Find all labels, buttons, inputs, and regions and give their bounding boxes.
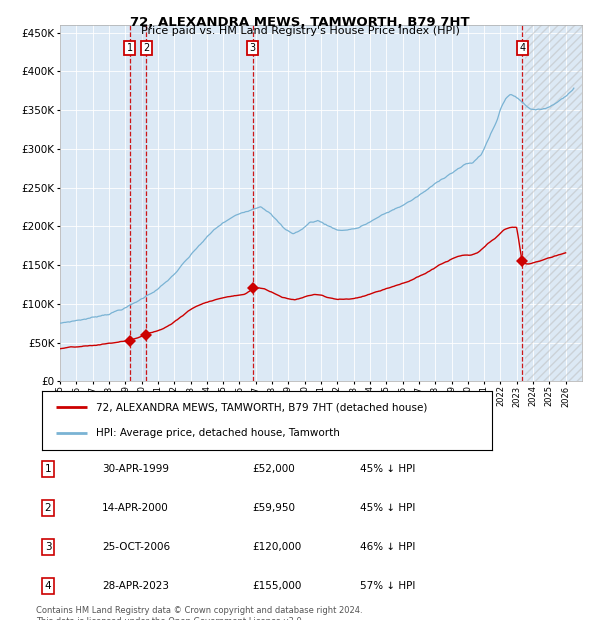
Text: 57% ↓ HPI: 57% ↓ HPI [360,581,415,591]
Text: £155,000: £155,000 [252,581,301,591]
Text: 3: 3 [250,43,256,53]
Text: 14-APR-2000: 14-APR-2000 [102,503,169,513]
Text: 72, ALEXANDRA MEWS, TAMWORTH, B79 7HT (detached house): 72, ALEXANDRA MEWS, TAMWORTH, B79 7HT (d… [96,402,427,412]
Text: 4: 4 [44,581,52,591]
Text: 28-APR-2023: 28-APR-2023 [102,581,169,591]
Text: Contains HM Land Registry data © Crown copyright and database right 2024.
This d: Contains HM Land Registry data © Crown c… [36,606,362,620]
Text: HPI: Average price, detached house, Tamworth: HPI: Average price, detached house, Tamw… [96,428,340,438]
Text: 72, ALEXANDRA MEWS, TAMWORTH, B79 7HT: 72, ALEXANDRA MEWS, TAMWORTH, B79 7HT [130,16,470,29]
Text: 1: 1 [127,43,133,53]
Text: 1: 1 [44,464,52,474]
Text: 2: 2 [44,503,52,513]
Bar [130,25,146,381]
Text: 30-APR-1999: 30-APR-1999 [102,464,169,474]
Text: 4: 4 [519,43,525,53]
Text: 3: 3 [44,542,52,552]
Text: 25-OCT-2006: 25-OCT-2006 [102,542,170,552]
Text: £120,000: £120,000 [252,542,301,552]
Text: Price paid vs. HM Land Registry's House Price Index (HPI): Price paid vs. HM Land Registry's House … [140,26,460,36]
Text: 45% ↓ HPI: 45% ↓ HPI [360,464,415,474]
Text: 45% ↓ HPI: 45% ↓ HPI [360,503,415,513]
Text: £52,000: £52,000 [252,464,295,474]
Text: £59,950: £59,950 [252,503,295,513]
Text: 2: 2 [143,43,149,53]
Text: 46% ↓ HPI: 46% ↓ HPI [360,542,415,552]
Bar [525,25,590,381]
Bar [525,25,590,381]
